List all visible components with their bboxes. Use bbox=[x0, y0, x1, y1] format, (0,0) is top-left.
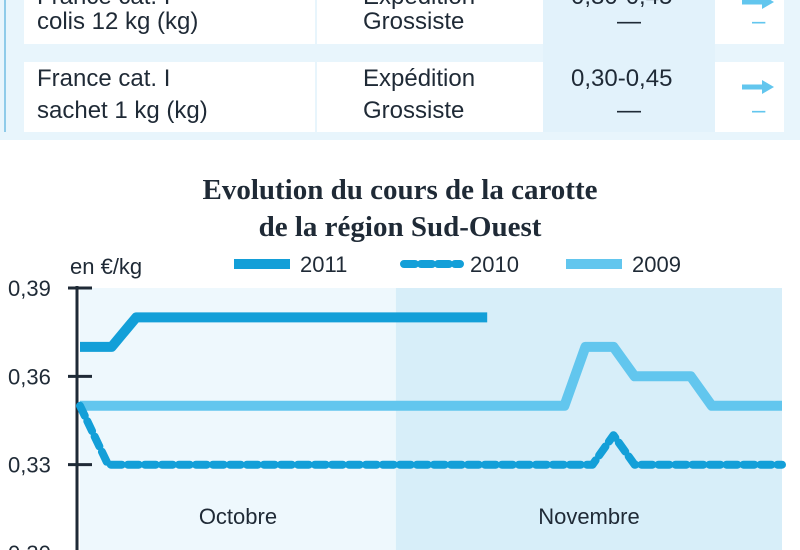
row2-stage-line2: Grossiste bbox=[363, 97, 465, 124]
price-column-bg bbox=[543, 0, 715, 132]
series-lines bbox=[76, 312, 786, 469]
legend-label-2009: 2009 bbox=[632, 252, 681, 277]
chart-title-line1: Evolution du cours de la carotte bbox=[202, 174, 598, 206]
legend-label-2011: 2011 bbox=[300, 252, 347, 277]
legend: 2011 2010 2009 bbox=[234, 252, 681, 277]
row1-product-line1: France cat. I bbox=[37, 0, 170, 13]
y-tick-label: 0,30 bbox=[8, 541, 51, 550]
chart-labels: 0,39 0,36 0,33 0,30 en €/kg Octobre Novembre bbox=[8, 254, 640, 550]
arrow-right-icon bbox=[742, 0, 774, 9]
arrow-right-icon bbox=[742, 80, 774, 94]
row1-price-line1: 0,30-0,45 bbox=[571, 0, 672, 13]
chart-title-line2: de la région Sud-Ouest bbox=[258, 211, 542, 243]
month-label: Novembre bbox=[538, 504, 639, 529]
y-tick-label: 0,36 bbox=[8, 364, 51, 389]
table-divider bbox=[315, 0, 317, 44]
series-line-2009 bbox=[80, 341, 782, 411]
y-tick-label: 0,39 bbox=[8, 276, 51, 301]
y-axis bbox=[68, 286, 92, 550]
row2-product-line2: sachet 1 kg (kg) bbox=[37, 97, 208, 124]
row2-price-line1: 0,30-0,45 bbox=[571, 65, 673, 92]
month-panel-1 bbox=[80, 288, 396, 550]
month-panel-2 bbox=[395, 288, 782, 550]
y-axis-label: en €/kg bbox=[70, 254, 142, 279]
series-line-2011 bbox=[80, 312, 488, 352]
table-divider bbox=[315, 62, 317, 132]
table-left-border bbox=[4, 0, 6, 132]
row1-stage-line2: Grossiste bbox=[363, 8, 465, 35]
month-panels bbox=[80, 288, 782, 550]
month-label: Octobre bbox=[199, 504, 277, 529]
row1-price-line2: — bbox=[617, 8, 641, 35]
y-tick-label: 0,33 bbox=[8, 453, 51, 478]
legend-label-2010: 2010 bbox=[470, 252, 519, 277]
row1-stage-line1: Expédition bbox=[363, 0, 475, 13]
row1-trend-line2: – bbox=[752, 8, 766, 35]
row2-stage-line1: Expédition bbox=[363, 65, 476, 92]
row2-trend-line2: – bbox=[752, 97, 766, 124]
price-table: France cat. I colis 12 kg (kg) Expéditio… bbox=[0, 0, 800, 140]
series-line-2010 bbox=[76, 401, 786, 469]
row2-product-line1: France cat. I bbox=[37, 65, 171, 92]
row2-price-line2: — bbox=[617, 97, 641, 124]
row1-product-line2: colis 12 kg (kg) bbox=[37, 8, 199, 35]
